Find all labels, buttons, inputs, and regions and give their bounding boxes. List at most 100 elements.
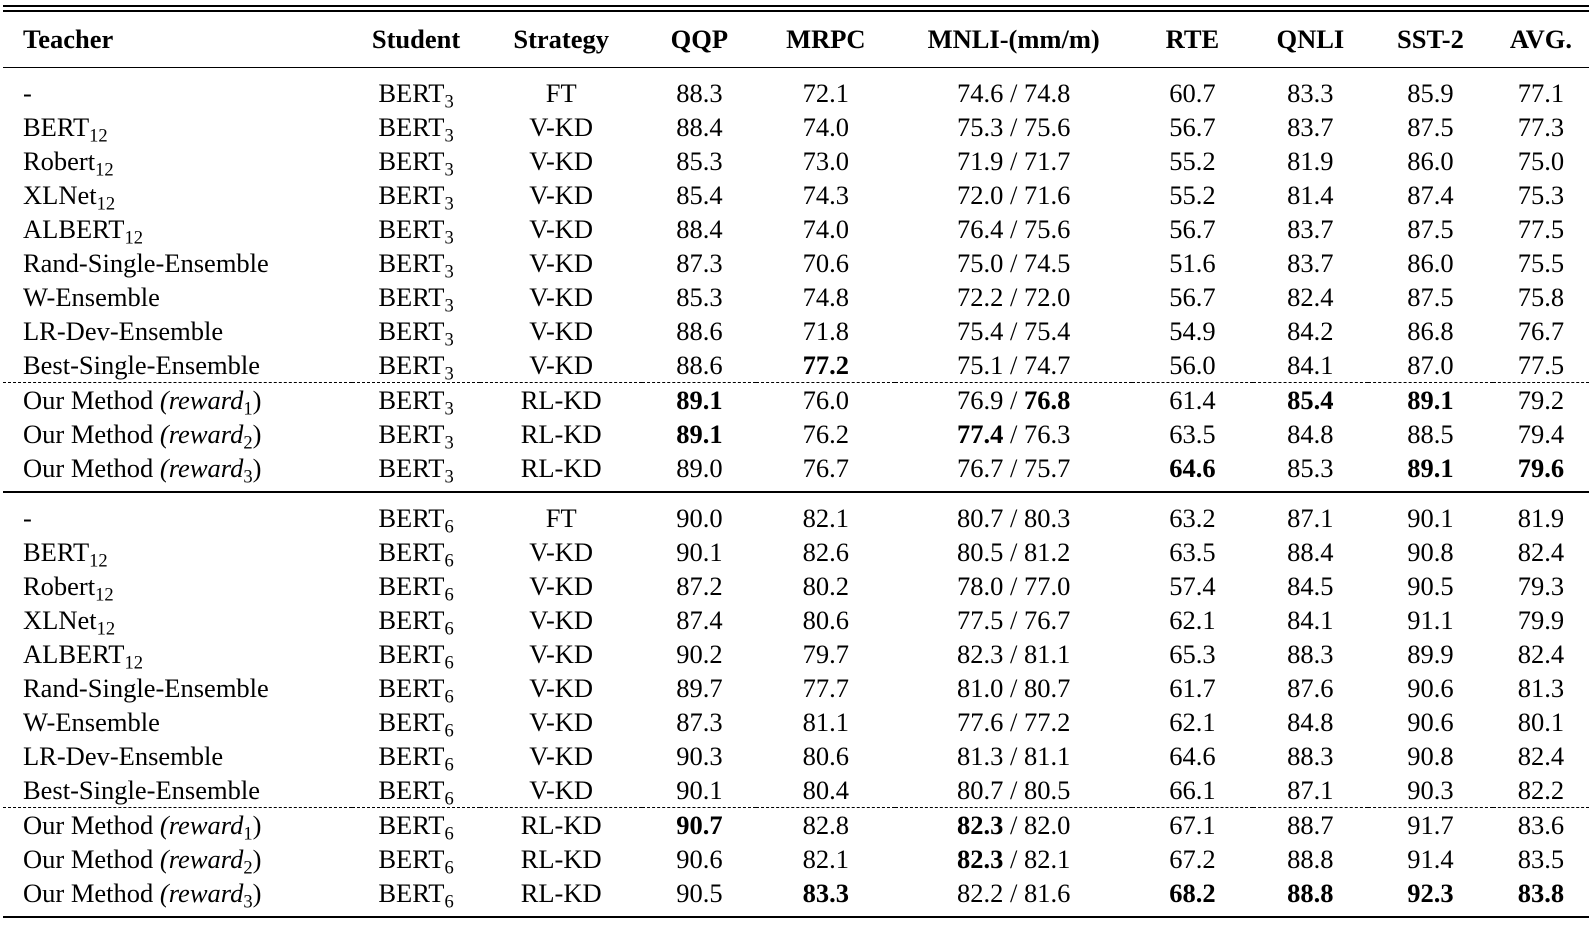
cell-qqp: 85.4	[676, 180, 723, 210]
cell-sst2: 87.5	[1407, 214, 1454, 244]
cell-sst2: 86.0	[1407, 248, 1454, 278]
student-size: 3	[444, 261, 454, 283]
teacher-name: Our Method	[23, 453, 160, 483]
teacher-name: -	[23, 503, 32, 533]
student-name: BERT	[378, 112, 445, 142]
reward-label: (reward	[159, 385, 244, 415]
table-row: LR-Dev-Ensemble BERT3 V-KD 88.6 71.8 75.4 / 7…	[3, 314, 1589, 349]
mnli-m: 75.7	[1023, 453, 1071, 483]
teacher-name: W-Ensemble	[23, 282, 160, 312]
mnli-separator: /	[1003, 537, 1024, 567]
cell-student: BERT3	[352, 144, 480, 181]
cell-qnli: 85.4	[1252, 382, 1368, 417]
cell-teacher: LR-Dev-Ensemble	[3, 314, 352, 348]
student-name: BERT	[378, 673, 445, 703]
teacher-name: XLNet	[23, 605, 97, 635]
student-size: 3	[444, 432, 454, 454]
cell-mrpc: 80.6	[802, 605, 850, 635]
student-size: 6	[444, 686, 454, 708]
header-sst2: SST-2	[1368, 12, 1493, 68]
mnli-mm: 78.0	[956, 571, 1004, 601]
cell-teacher: XLNet12	[3, 178, 352, 213]
student-name: BERT	[378, 605, 445, 635]
teacher-size: 12	[96, 618, 116, 640]
student-name: BERT	[378, 453, 445, 483]
cell-qqp: 89.7	[676, 673, 723, 703]
cell-strategy: RL-KD	[480, 382, 643, 417]
cell-mrpc: 74.8	[802, 282, 850, 312]
cell-teacher: -	[3, 68, 352, 111]
table-row: Our Method (reward1) BERT6 RL-KD 90.7 82.8 82…	[3, 807, 1589, 843]
cell-qqp: 90.2	[676, 639, 723, 669]
student-size: 3	[444, 125, 454, 147]
cell-mnli: 81.0 / 80.7	[895, 671, 1132, 705]
cell-rte: 63.5	[1169, 537, 1216, 567]
cell-avg: 75.0	[1517, 146, 1565, 176]
cell-mrpc: 82.6	[802, 537, 850, 567]
cell-teacher: Best-Single-Ensemble	[3, 348, 352, 383]
reward-index: 3	[243, 891, 253, 913]
cell-teacher: Rand-Single-Ensemble	[3, 246, 352, 280]
cell-mrpc: 71.8	[802, 316, 850, 346]
cell-student: BERT6	[352, 637, 480, 672]
cell-qqp: 85.3	[676, 282, 723, 312]
cell-qnli: 84.8	[1287, 707, 1334, 737]
header-teacher: Teacher	[3, 12, 352, 68]
cell-mnli: 77.6 / 77.2	[895, 705, 1132, 739]
cell-mrpc: 83.3	[756, 876, 896, 918]
mnli-separator: /	[1003, 707, 1024, 737]
cell-avg: 81.3	[1517, 673, 1565, 703]
cell-qqp: 87.3	[676, 707, 723, 737]
cell-strategy: V-KD	[529, 282, 594, 312]
cell-mnli: 75.3 / 75.6	[895, 110, 1132, 144]
cell-mrpc: 77.7	[802, 673, 850, 703]
mnli-separator: /	[1003, 673, 1024, 703]
cell-sst2: 92.3	[1368, 876, 1493, 918]
mnli-separator: /	[1003, 503, 1024, 533]
header-qqp: QQP	[642, 12, 757, 68]
cell-avg: 76.7	[1517, 316, 1565, 346]
cell-strategy: V-KD	[529, 775, 594, 805]
mnli-mm: 75.4	[956, 316, 1004, 346]
cell-teacher: ALBERT12	[3, 212, 352, 247]
student-name: BERT	[378, 707, 445, 737]
mnli-mm: 75.3	[956, 112, 1004, 142]
cell-qnli: 87.1	[1287, 775, 1334, 805]
teacher-name: ALBERT	[23, 214, 125, 244]
teacher-name: Robert	[23, 146, 96, 176]
cell-mrpc: 82.8	[756, 807, 896, 842]
teacher-size: 12	[89, 550, 108, 572]
mnli-m: 80.3	[1023, 503, 1071, 533]
cell-teacher: Rand-Single-Ensemble	[3, 671, 352, 705]
cell-rte: 67.1	[1132, 807, 1253, 842]
mnli-m: 81.1	[1023, 741, 1071, 771]
student-size: 3	[444, 159, 454, 181]
cell-mnli: 77.5 / 76.7	[895, 603, 1132, 637]
mnli-mm: 72.2	[956, 282, 1004, 312]
mnli-m: 80.7	[1023, 673, 1071, 703]
cell-qqp: 90.1	[676, 537, 723, 567]
cell-mnli: 80.7 / 80.3	[895, 491, 1133, 535]
cell-sst2: 87.5	[1407, 282, 1454, 312]
student-size: 3	[444, 466, 454, 488]
student-size: 6	[444, 720, 454, 742]
teacher-name: Our Method	[23, 878, 160, 908]
student-size: 3	[444, 398, 454, 420]
cell-rte: 51.6	[1169, 248, 1216, 278]
cell-sst2: 87.4	[1407, 180, 1454, 210]
cell-qnli: 88.8	[1252, 876, 1368, 918]
mnli-separator: /	[1003, 605, 1024, 635]
cell-qnli: 83.7	[1287, 112, 1334, 142]
cell-mrpc: 76.0	[756, 382, 896, 417]
cell-rte: 54.9	[1169, 316, 1216, 346]
mnli-m: 82.1	[1023, 844, 1071, 874]
cell-student: BERT6	[352, 807, 481, 843]
cell-strategy: V-KD	[529, 673, 594, 703]
results-table-container: Teacher Student Strategy QQP MRPC MNLI-(…	[3, 5, 1589, 918]
cell-strategy: V-KD	[529, 146, 594, 176]
mnli-m: 76.3	[1023, 419, 1071, 449]
cell-mnli: 82.3 / 82.1	[895, 842, 1132, 876]
reward-index: 3	[243, 466, 253, 488]
mnli-mm: 81.0	[956, 673, 1004, 703]
cell-sst2: 85.9	[1407, 78, 1454, 108]
